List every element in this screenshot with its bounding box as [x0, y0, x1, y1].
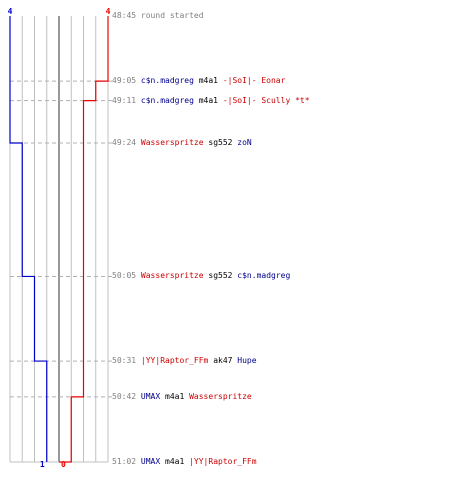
- victim-name: -|SoI|- Scully *t*: [222, 95, 310, 105]
- red-alive-line: [59, 16, 109, 463]
- weapon-name: ak47: [213, 356, 233, 366]
- killer-name: c$n.madgreg: [140, 95, 194, 105]
- event-time: 49:24: [112, 137, 137, 147]
- blue-alive-line: [9, 16, 48, 462]
- event-time: 50:42: [112, 391, 137, 401]
- event-row: 50:31 |YY|Raptor_FFm ak47 Hupe: [112, 356, 257, 366]
- event-time: 50:05: [112, 271, 137, 281]
- weapon-name: m4a1: [198, 95, 218, 105]
- event-row: 48:45 round started: [112, 11, 204, 21]
- event-time: 48:45: [112, 11, 137, 20]
- weapon-name: m4a1: [198, 76, 218, 86]
- red-end-count: 0: [61, 460, 66, 469]
- killer-name: UMAX: [140, 391, 161, 401]
- event-row: 51:02 UMAX m4a1 |YY|Raptor_FFm: [112, 457, 257, 467]
- weapon-name: m4a1: [165, 457, 185, 466]
- killer-name: |YY|Raptor_FFm: [140, 356, 209, 366]
- event-row: 50:42 UMAX m4a1 Wasserspritze: [112, 392, 252, 402]
- victim-name: zoN: [237, 137, 252, 147]
- killer-name: UMAX: [140, 457, 161, 466]
- killer-name: Wasserspritze: [140, 137, 204, 147]
- blue-start-count: 4: [8, 7, 13, 16]
- killer-name: c$n.madgreg: [140, 76, 194, 86]
- blue-end-count: 1: [40, 460, 45, 469]
- event-row: 50:05 Wasserspritze sg552 c$n.madgreg: [112, 271, 290, 281]
- victim-name: |YY|Raptor_FFm: [189, 457, 257, 466]
- event-text: round started: [140, 11, 204, 20]
- victim-name: Wasserspritze: [189, 391, 252, 401]
- killer-name: Wasserspritze: [140, 271, 204, 281]
- weapon-name: sg552: [208, 137, 233, 147]
- event-time: 49:11: [112, 95, 137, 105]
- event-time: 49:05: [112, 76, 137, 86]
- victim-name: c$n.madgreg: [237, 271, 291, 281]
- weapon-name: sg552: [208, 271, 233, 281]
- event-time: 50:31: [112, 356, 137, 366]
- victim-name: Hupe: [237, 356, 257, 366]
- event-row: 49:11 c$n.madgreg m4a1 -|SoI|- Scully *t…: [112, 96, 310, 106]
- event-time: 51:02: [112, 457, 137, 466]
- weapon-name: m4a1: [165, 391, 185, 401]
- victim-name: -|SoI|- Eonar: [222, 76, 286, 86]
- event-row: 49:05 c$n.madgreg m4a1 -|SoI|- Eonar: [112, 76, 285, 86]
- event-row: 49:24 Wasserspritze sg552 zoN: [112, 138, 252, 148]
- red-start-count: 4: [106, 7, 111, 16]
